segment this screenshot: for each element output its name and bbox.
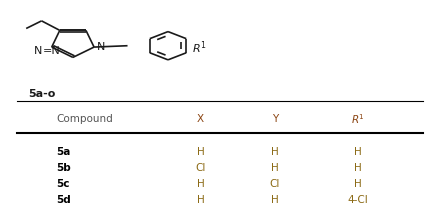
Text: =N: =N — [42, 45, 60, 55]
Text: X: X — [197, 113, 204, 123]
Text: Cl: Cl — [195, 162, 206, 172]
Text: 5b: 5b — [57, 162, 72, 172]
Text: H: H — [354, 178, 361, 188]
Text: 5c: 5c — [57, 178, 70, 188]
Text: H: H — [271, 146, 279, 156]
Text: $R^1$: $R^1$ — [192, 40, 207, 56]
Text: H: H — [197, 178, 204, 188]
Text: 5a-o: 5a-o — [28, 88, 56, 98]
Text: Cl: Cl — [269, 178, 280, 188]
Text: H: H — [271, 162, 279, 172]
Text: 5d: 5d — [57, 194, 72, 204]
Text: N: N — [97, 42, 106, 51]
Text: Y: Y — [272, 113, 278, 123]
Text: $R^1$: $R^1$ — [351, 111, 364, 125]
Text: H: H — [271, 194, 279, 204]
Text: H: H — [354, 162, 361, 172]
Text: 5a: 5a — [57, 146, 71, 156]
Text: H: H — [197, 194, 204, 204]
Text: H: H — [197, 146, 204, 156]
Text: Compound: Compound — [57, 113, 113, 123]
Text: N: N — [34, 45, 42, 55]
Text: H: H — [354, 146, 361, 156]
Text: 4-Cl: 4-Cl — [347, 194, 368, 204]
